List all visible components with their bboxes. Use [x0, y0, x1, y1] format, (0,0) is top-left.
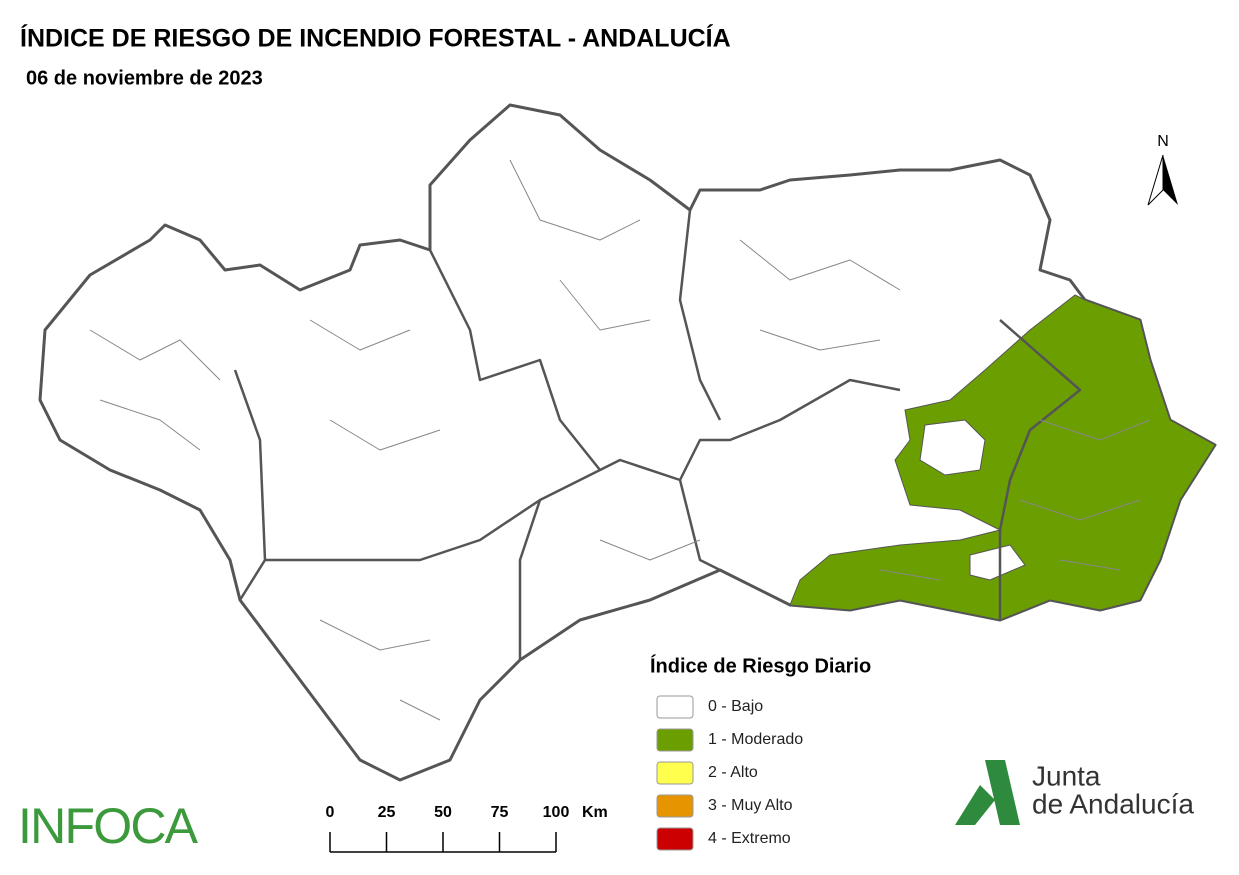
- legend-swatch: [656, 728, 694, 752]
- legend-swatch: [656, 827, 694, 851]
- scale-tick-label: 25: [378, 804, 396, 821]
- legend-label: 0 - Bajo: [708, 698, 763, 715]
- north-arrow-left: [1147, 154, 1164, 206]
- legend-label: 4 - Extremo: [708, 830, 791, 847]
- border: [678, 479, 721, 572]
- legend-swatch: [656, 794, 694, 818]
- border: [233, 369, 267, 601]
- legend-swatch: [656, 761, 694, 785]
- junta-emblem: [955, 760, 1020, 825]
- low-enclave: [969, 544, 1026, 581]
- junta-logo: Junta de Andalucía: [955, 760, 1194, 825]
- scale-tick-label: 100: [543, 804, 570, 821]
- legend: Índice de Riesgo Diario 0 - Bajo 1 - Mode…: [650, 654, 871, 851]
- municipal-borders: [89, 159, 1151, 721]
- junta-text: de Andalucía: [1032, 788, 1194, 819]
- subtitle: 06 de noviembre de 2023: [26, 67, 263, 89]
- region-map: [38, 103, 1217, 782]
- border: [428, 249, 901, 482]
- infoca-logo: INFOCA: [18, 798, 199, 854]
- low-enclave: [919, 419, 986, 476]
- scale-bar: 0 25 50 75 100 Km: [326, 804, 608, 853]
- north-label: N: [1157, 133, 1169, 150]
- border: [678, 209, 722, 421]
- border: [89, 159, 1151, 721]
- legend-label: 1 - Moderado: [708, 731, 803, 748]
- scale-unit: Km: [582, 804, 608, 821]
- province-borders: [233, 209, 1082, 660]
- junta-text: Junta: [1032, 760, 1101, 791]
- legend-label: 2 - Alto: [708, 764, 758, 781]
- scale-tick-label: 75: [491, 804, 509, 821]
- border: [265, 468, 601, 562]
- moderate-zone: [789, 294, 1216, 621]
- legend-title: Índice de Riesgo Diario: [650, 654, 871, 677]
- border: [998, 319, 1082, 620]
- legend-label: 3 - Muy Alto: [708, 797, 793, 814]
- title: ÍNDICE DE RIESGO DE INCENDIO FORESTAL - …: [20, 24, 731, 53]
- north-arrow: N: [1147, 133, 1178, 206]
- scale-tick-label: 50: [434, 804, 452, 821]
- scale-tick-label: 0: [326, 804, 335, 821]
- legend-swatch: [656, 695, 694, 719]
- north-arrow-right: [1163, 155, 1178, 205]
- border: [518, 499, 542, 660]
